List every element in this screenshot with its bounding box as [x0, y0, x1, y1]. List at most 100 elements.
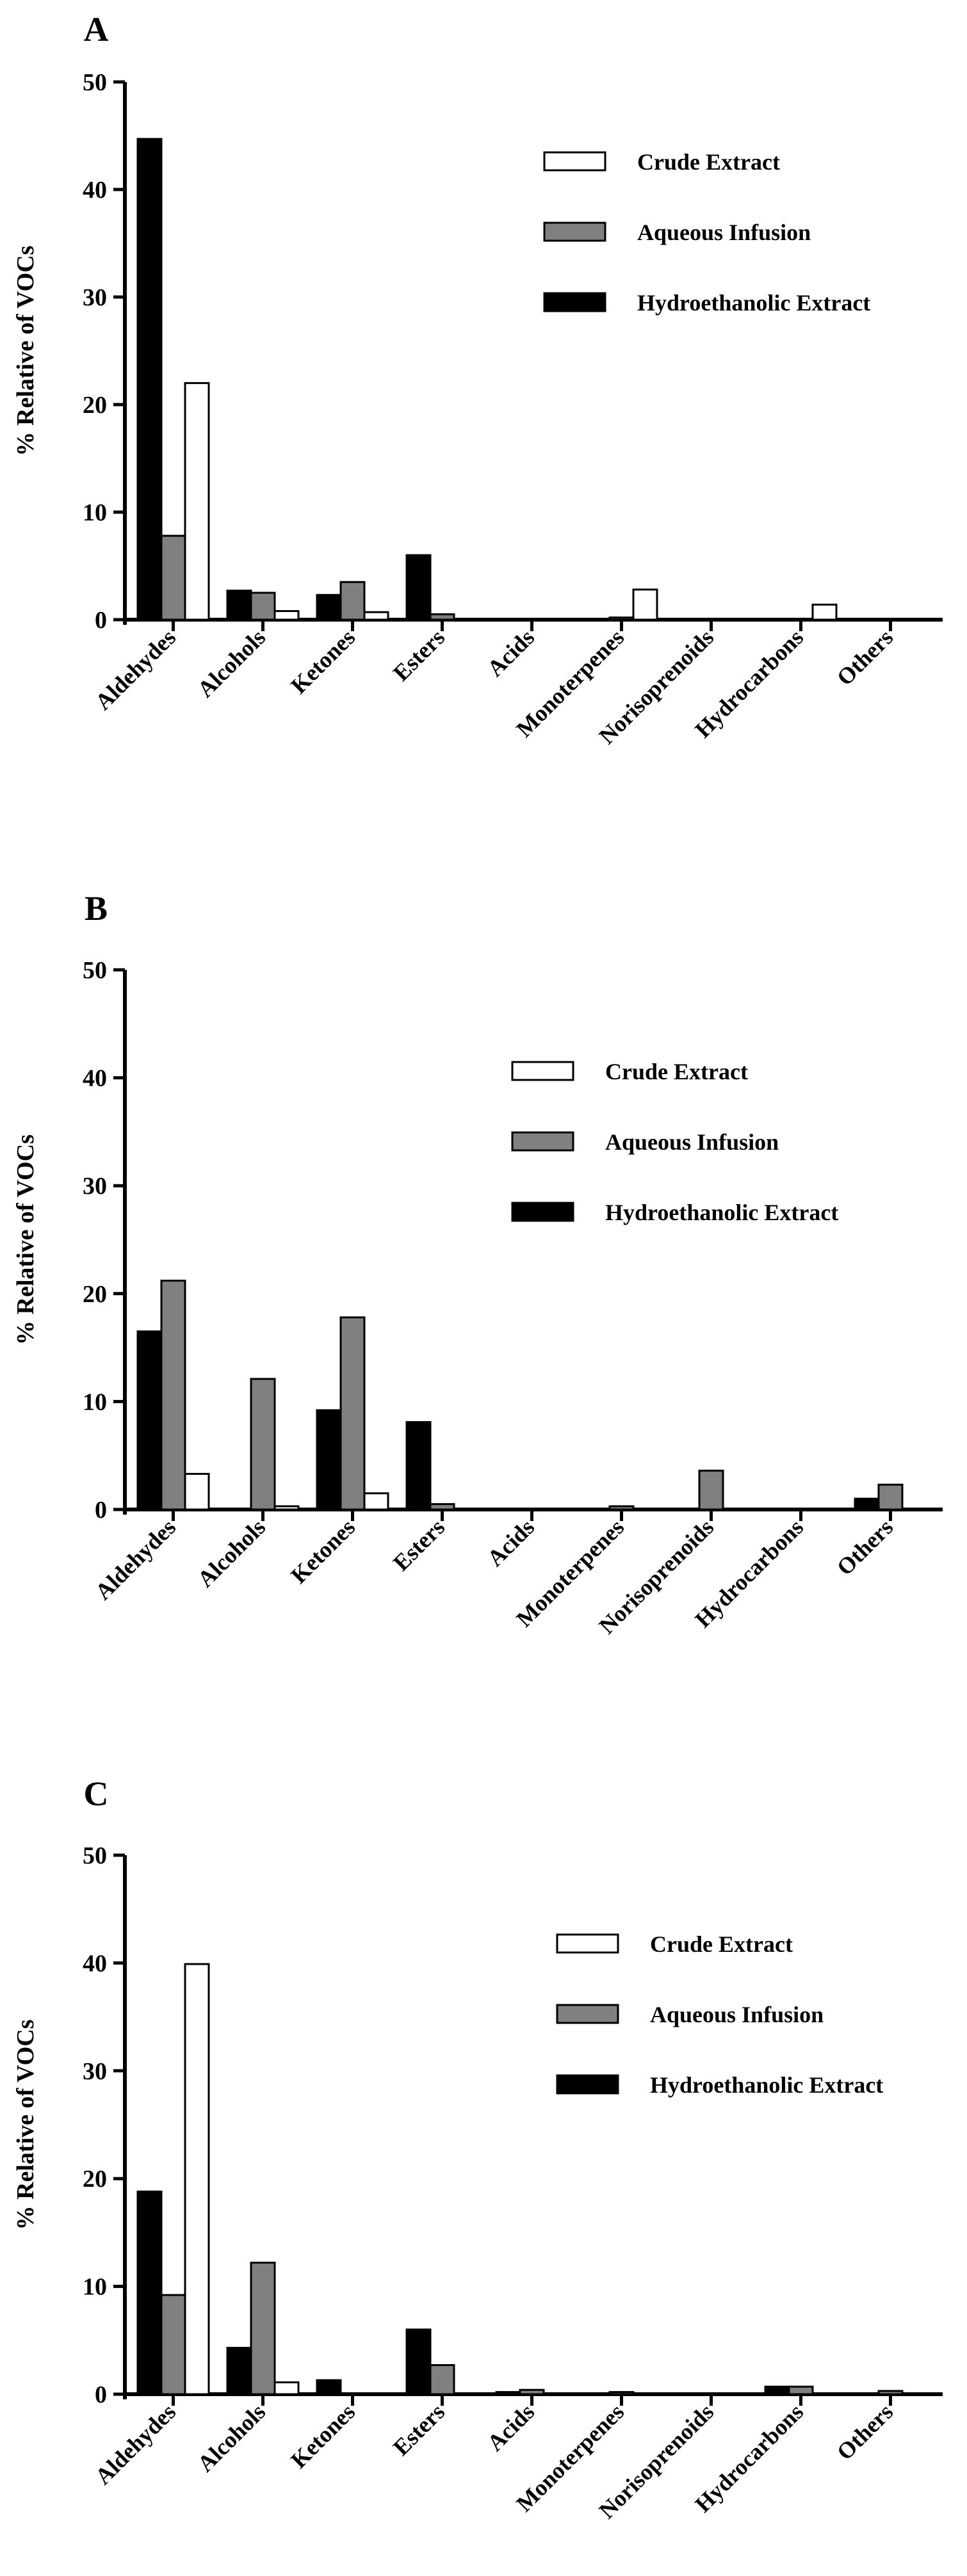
x-category-label: Ketones	[286, 624, 360, 698]
bar-aqueous-infusion-aldehydes	[160, 535, 186, 621]
bar-aqueous-infusion-ketones	[339, 581, 366, 621]
bar-aqueous-infusion-ketones	[339, 1316, 366, 1511]
y-axis-label: % Relative of VOCs	[12, 246, 39, 456]
legend-label-hydroethanolic-extract: Hydroethanolic Extract	[605, 1200, 838, 1225]
x-category-label: Others	[832, 624, 898, 690]
x-category-label: Aldehydes	[90, 2399, 181, 2489]
x-category-label: Esters	[388, 1514, 450, 1575]
bar-hydroethanolic-extract-esters	[405, 554, 432, 621]
bar-hydroethanolic-extract-ketones	[316, 593, 342, 621]
x-category-label: Alcohols	[193, 2399, 271, 2477]
legend-swatch-crude-extract	[556, 1933, 619, 1954]
bar-aqueous-infusion-alcohols	[250, 2262, 276, 2395]
legend-label-crude-extract: Crude Extract	[650, 1931, 793, 1957]
y-axis-label: % Relative of VOCs	[12, 1134, 39, 1345]
legend-label-hydroethanolic-extract: Hydroethanolic Extract	[650, 2072, 883, 2098]
y-tick-label: 20	[83, 2166, 107, 2193]
legend-swatch-aqueous-infusion	[511, 1131, 574, 1152]
bar-hydroethanolic-extract-hydrocarbons	[764, 2385, 790, 2395]
bar-aqueous-infusion-acids	[519, 2388, 545, 2395]
y-tick-label: 30	[83, 1173, 107, 1200]
bar-aqueous-infusion-hydrocarbons	[788, 2385, 814, 2395]
legend-swatch-hydroethanolic-extract	[543, 292, 606, 312]
bar-crude-extract-monoterpenes	[632, 588, 658, 621]
bar-hydroethanolic-extract-others	[854, 1497, 880, 1511]
legend-swatch-crude-extract	[511, 1061, 574, 1081]
y-tick-label: 10	[83, 1389, 107, 1415]
bar-aqueous-infusion-norisoprenoids	[698, 1469, 724, 1511]
x-category-label: Acids	[482, 1514, 539, 1571]
y-tick-label: 50	[83, 69, 107, 96]
legend-swatch-hydroethanolic-extract	[556, 2074, 619, 2095]
y-tick-label: 10	[83, 499, 107, 526]
bar-hydroethanolic-extract-alcohols	[226, 2347, 252, 2395]
bar-hydroethanolic-extract-ketones	[316, 1409, 342, 1511]
legend-swatch-crude-extract	[543, 151, 606, 172]
legend-label-aqueous-infusion: Aqueous Infusion	[605, 1129, 779, 1155]
x-category-label: Aldehydes	[90, 624, 181, 714]
legend-label-aqueous-infusion: Aqueous Infusion	[637, 220, 811, 245]
bar-crude-extract-alcohols	[273, 610, 300, 621]
bar-hydroethanolic-extract-aldehydes	[136, 1330, 163, 1511]
bar-aqueous-infusion-others	[877, 1483, 904, 1511]
x-category-label: Aldehydes	[90, 1514, 181, 1604]
bar-aqueous-infusion-monoterpenes	[608, 2391, 635, 2395]
y-tick-label: 0	[95, 607, 107, 634]
bar-crude-extract-ketones	[363, 1492, 389, 1511]
bar-hydroethanolic-extract-ketones	[316, 2379, 342, 2395]
x-category-label: Others	[832, 2399, 898, 2465]
bar-aqueous-infusion-aldehydes	[160, 1280, 186, 1511]
y-tick-label: 40	[83, 177, 107, 204]
bar-aqueous-infusion-aldehydes	[160, 2294, 186, 2395]
bar-aqueous-infusion-monoterpenes	[608, 1505, 635, 1511]
y-tick-label: 20	[83, 1281, 107, 1308]
bar-crude-extract-aldehydes	[184, 1963, 210, 2395]
bar-hydroethanolic-extract-alcohols	[226, 590, 252, 621]
legend-swatch-aqueous-infusion	[556, 2004, 619, 2024]
y-tick-label: 50	[83, 957, 107, 984]
legend-label-crude-extract: Crude Extract	[637, 149, 780, 175]
bar-hydroethanolic-extract-aldehydes	[136, 138, 163, 621]
x-category-label: Esters	[388, 624, 450, 686]
y-tick-label: 40	[83, 1065, 107, 1092]
y-tick-label: 40	[83, 1950, 107, 1977]
legend-swatch-hydroethanolic-extract	[511, 1202, 574, 1222]
bar-aqueous-infusion-esters	[429, 2364, 455, 2395]
legend-swatch-aqueous-infusion	[543, 221, 606, 242]
legend-label-crude-extract: Crude Extract	[605, 1059, 748, 1084]
bar-crude-extract-aldehydes	[184, 382, 210, 621]
panel-letter: B	[85, 889, 108, 928]
bar-crude-extract-alcohols	[273, 1505, 300, 1511]
x-category-label: Acids	[482, 2399, 539, 2456]
x-category-label: Ketones	[286, 1514, 360, 1588]
x-category-label: Esters	[388, 2399, 450, 2460]
bar-hydroethanolic-extract-esters	[405, 2328, 432, 2395]
y-axis-label: % Relative of VOCs	[12, 2020, 39, 2230]
y-tick-label: 0	[95, 2381, 107, 2408]
x-category-label: Ketones	[286, 2399, 360, 2473]
bar-aqueous-infusion-esters	[429, 1503, 455, 1511]
bar-aqueous-infusion-others	[877, 2390, 904, 2395]
bar-crude-extract-ketones	[363, 611, 389, 621]
y-tick-label: 30	[83, 2058, 107, 2085]
x-category-label: Alcohols	[193, 1514, 271, 1592]
x-category-label: Acids	[482, 624, 539, 681]
bar-aqueous-infusion-alcohols	[250, 1378, 276, 1511]
bar-aqueous-infusion-esters	[429, 613, 455, 621]
x-category-label: Alcohols	[193, 624, 271, 702]
y-tick-label: 50	[83, 1842, 107, 1869]
panel-letter: A	[84, 10, 109, 49]
bar-hydroethanolic-extract-acids	[495, 2391, 521, 2395]
bar-crude-extract-alcohols	[273, 2381, 300, 2395]
bar-crude-extract-aldehydes	[184, 1472, 210, 1511]
bar-hydroethanolic-extract-esters	[405, 1421, 432, 1511]
x-category-label: Others	[832, 1514, 898, 1580]
bar-crude-extract-hydrocarbons	[811, 603, 838, 621]
bar-aqueous-infusion-alcohols	[250, 592, 276, 621]
legend-label-hydroethanolic-extract: Hydroethanolic Extract	[637, 290, 870, 316]
y-tick-label: 0	[95, 1497, 107, 1524]
panel-letter: C	[84, 1775, 109, 1813]
